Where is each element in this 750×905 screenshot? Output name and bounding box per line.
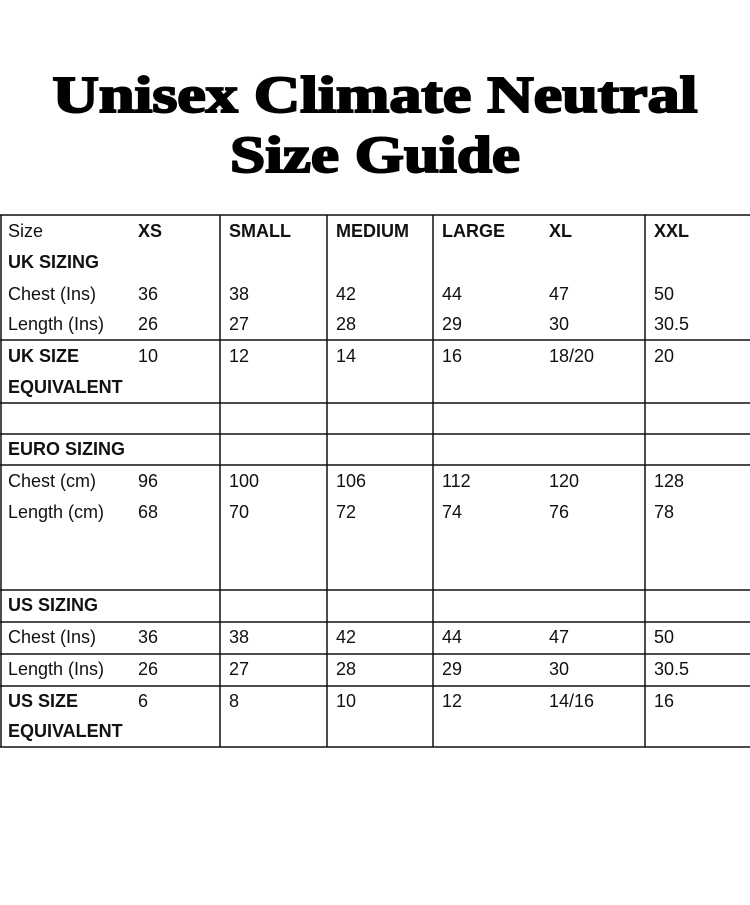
- cell-value: 106: [336, 471, 366, 491]
- cell-value: 42: [336, 284, 356, 304]
- cell-value: 29: [442, 314, 462, 334]
- cell-value: 68: [138, 502, 158, 522]
- cell-value: 38: [229, 284, 249, 304]
- cell-value: 29: [442, 659, 462, 679]
- size-header: XXL: [654, 221, 689, 241]
- cell-value: 128: [654, 471, 684, 491]
- row-label: UK SIZING: [8, 252, 99, 272]
- cell-value: 27: [229, 314, 249, 334]
- cell-value: 96: [138, 471, 158, 491]
- cell-value: 30.5: [654, 659, 689, 679]
- cell-value: 28: [336, 659, 356, 679]
- size-header: XS: [138, 221, 162, 241]
- cell-value: 72: [336, 502, 356, 522]
- cell-value: 76: [549, 502, 569, 522]
- cell-value: 16: [442, 346, 462, 366]
- cell-value: 120: [549, 471, 579, 491]
- row-label: Chest (cm): [8, 471, 96, 491]
- cell-value: 16: [654, 691, 674, 711]
- row-label: UK SIZE: [8, 346, 79, 366]
- cell-value: 30: [549, 314, 569, 334]
- row-label: Chest (Ins): [8, 627, 96, 647]
- cell-value: 14: [336, 346, 356, 366]
- title-line: Size Guide: [230, 127, 520, 184]
- row-label: EURO SIZING: [8, 439, 125, 459]
- cell-value: 27: [229, 659, 249, 679]
- cell-value: 26: [138, 314, 158, 334]
- cell-value: 42: [336, 627, 356, 647]
- cell-value: 112: [442, 471, 471, 491]
- cell-value: 14/16: [549, 691, 594, 711]
- cell-value: 30.5: [654, 314, 689, 334]
- cell-value: 100: [229, 471, 259, 491]
- cell-value: 10: [336, 691, 356, 711]
- size-header: XL: [549, 221, 572, 241]
- cell-value: 10: [138, 346, 158, 366]
- row-label: Size: [8, 221, 43, 241]
- cell-value: 74: [442, 502, 462, 522]
- cell-value: 20: [654, 346, 674, 366]
- row-label: US SIZE: [8, 691, 78, 711]
- size-header: SMALL: [229, 221, 291, 241]
- size-header: MEDIUM: [336, 221, 409, 241]
- cell-value: 47: [549, 284, 569, 304]
- cell-value: 44: [442, 284, 462, 304]
- cell-value: 18/20: [549, 346, 594, 366]
- cell-value: 78: [654, 502, 674, 522]
- row-label: EQUIVALENT: [8, 721, 123, 741]
- cell-value: 12: [442, 691, 462, 711]
- cell-value: 8: [229, 691, 239, 711]
- cell-value: 36: [138, 284, 158, 304]
- row-label: Length (Ins): [8, 314, 104, 334]
- cell-value: 36: [138, 627, 158, 647]
- cell-value: 6: [138, 691, 148, 711]
- row-label: Length (Ins): [8, 659, 104, 679]
- table-grid: [0, 214, 750, 748]
- row-label: Chest (Ins): [8, 284, 96, 304]
- cell-value: 26: [138, 659, 158, 679]
- cell-value: 70: [229, 502, 249, 522]
- cell-value: 30: [549, 659, 569, 679]
- cell-value: 12: [229, 346, 249, 366]
- cell-value: 38: [229, 627, 249, 647]
- row-label: US SIZING: [8, 595, 98, 615]
- title-line: Unisex Climate Neutral: [53, 67, 698, 124]
- cell-value: 47: [549, 627, 569, 647]
- cell-value: 50: [654, 284, 674, 304]
- row-label: EQUIVALENT: [8, 377, 123, 397]
- cell-value: 50: [654, 627, 674, 647]
- cell-value: 44: [442, 627, 462, 647]
- row-label: Length (cm): [8, 502, 104, 522]
- size-header: LARGE: [442, 221, 505, 241]
- cell-value: 28: [336, 314, 356, 334]
